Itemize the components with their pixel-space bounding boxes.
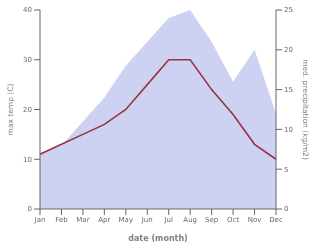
svg-text:Apr: Apr [98,216,110,224]
svg-text:15: 15 [284,86,293,94]
svg-text:0: 0 [28,205,32,213]
svg-text:Jul: Jul [164,216,174,224]
svg-text:Sep: Sep [205,216,219,224]
svg-text:Oct: Oct [227,216,239,224]
svg-text:May: May [119,216,133,224]
svg-text:5: 5 [284,166,288,174]
svg-text:date (month): date (month) [128,234,188,243]
svg-text:10: 10 [23,156,32,164]
svg-text:med. precipitation (kg/m2): med. precipitation (kg/m2) [301,59,310,160]
svg-text:20: 20 [284,46,293,54]
svg-text:40: 40 [23,6,32,14]
svg-text:Aug: Aug [183,216,197,224]
svg-text:Nov: Nov [248,216,262,224]
svg-text:Jun: Jun [141,216,153,224]
svg-text:20: 20 [23,106,32,114]
svg-text:0: 0 [284,205,288,213]
svg-text:max temp (C): max temp (C) [8,84,15,136]
svg-text:Feb: Feb [55,216,68,224]
svg-text:Dec: Dec [269,216,283,224]
svg-text:Mar: Mar [76,216,89,224]
svg-text:25: 25 [284,6,293,14]
svg-text:Jan: Jan [34,216,46,224]
svg-text:30: 30 [23,56,32,64]
svg-text:10: 10 [284,126,293,134]
